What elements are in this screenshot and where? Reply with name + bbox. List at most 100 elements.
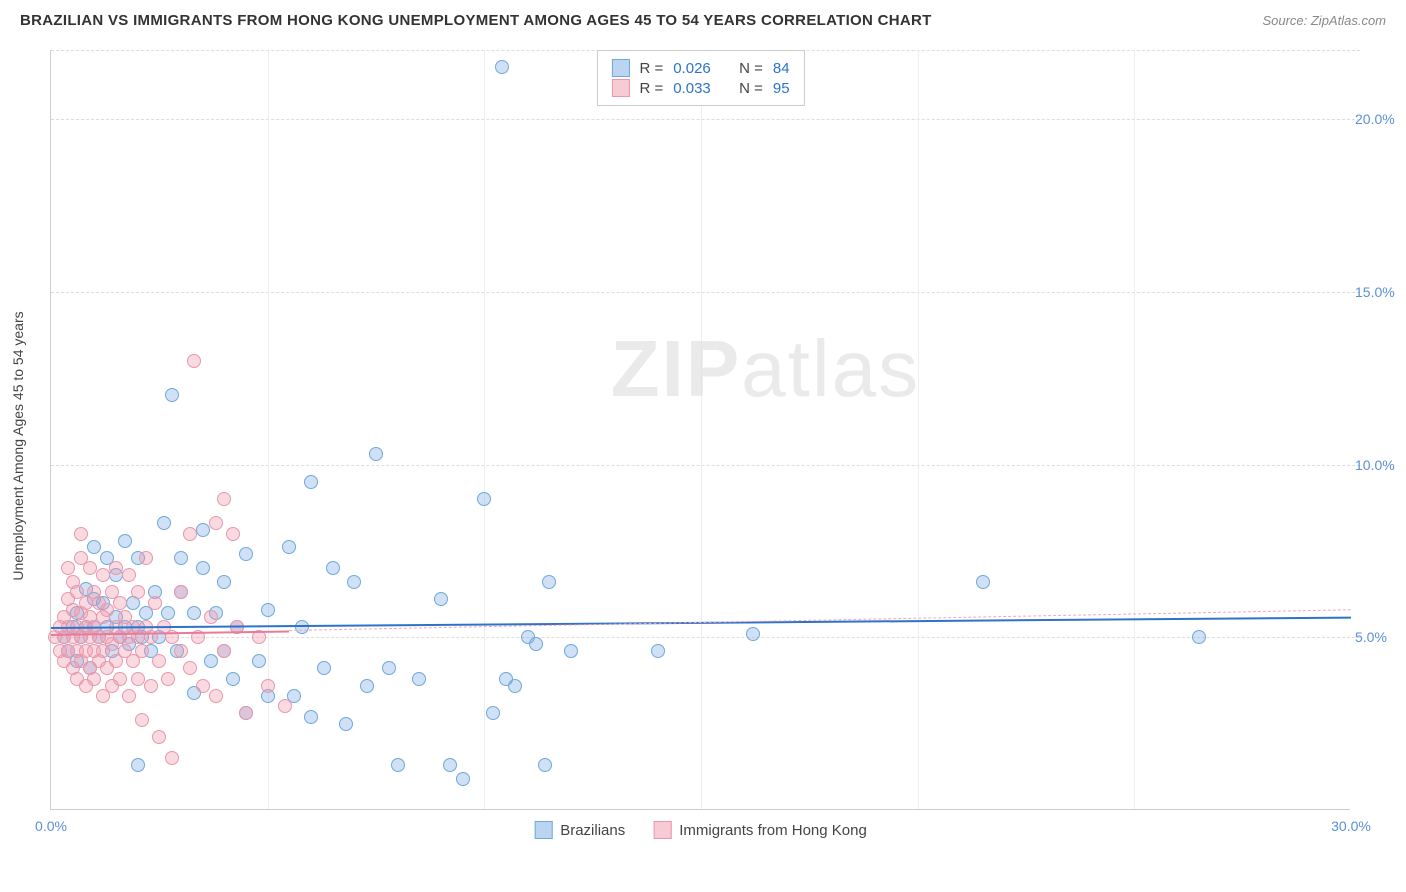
gridline-h [51, 637, 1360, 638]
legend-label: Brazilians [560, 822, 625, 839]
watermark-light: atlas [741, 324, 920, 413]
data-point [326, 561, 340, 575]
data-point [651, 644, 665, 658]
swatch-icon [653, 821, 671, 839]
swatch-icon [611, 59, 629, 77]
scatter-plot: ZIPatlas R = 0.026 N = 84 R = 0.033 N = … [50, 50, 1350, 810]
data-point [369, 447, 383, 461]
data-point [122, 689, 136, 703]
data-point [456, 772, 470, 786]
data-point [434, 592, 448, 606]
stat-r-value: 0.026 [673, 60, 711, 77]
stat-r-label: R = [639, 60, 663, 77]
data-point [412, 672, 426, 686]
data-point [152, 654, 166, 668]
watermark-bold: ZIP [611, 324, 741, 413]
data-point [529, 637, 543, 651]
data-point [196, 679, 210, 693]
data-point [564, 644, 578, 658]
data-point [204, 610, 218, 624]
data-point [174, 585, 188, 599]
trend-line [289, 610, 1351, 632]
data-point [174, 644, 188, 658]
chart-title: BRAZILIAN VS IMMIGRANTS FROM HONG KONG U… [20, 12, 932, 29]
data-point [508, 679, 522, 693]
data-point [74, 527, 88, 541]
data-point [542, 575, 556, 589]
data-point [122, 568, 136, 582]
stats-legend-box: R = 0.026 N = 84 R = 0.033 N = 95 [596, 50, 804, 106]
swatch-icon [534, 821, 552, 839]
data-point [152, 730, 166, 744]
data-point [976, 575, 990, 589]
data-point [165, 388, 179, 402]
data-point [139, 551, 153, 565]
data-point [83, 561, 97, 575]
y-tick-label: 5.0% [1355, 629, 1406, 645]
data-point [304, 710, 318, 724]
legend-label: Immigrants from Hong Kong [679, 822, 867, 839]
source-credit: Source: ZipAtlas.com [1262, 13, 1386, 28]
data-point [113, 672, 127, 686]
y-tick-label: 15.0% [1355, 284, 1406, 300]
data-point [196, 561, 210, 575]
data-point [187, 354, 201, 368]
stat-n-label: N = [739, 80, 763, 97]
data-point [161, 672, 175, 686]
data-point [157, 516, 171, 530]
data-point [187, 606, 201, 620]
gridline-h [51, 119, 1360, 120]
data-point [131, 758, 145, 772]
gridline-v [701, 50, 702, 809]
data-point [174, 551, 188, 565]
watermark: ZIPatlas [611, 323, 920, 415]
data-point [304, 475, 318, 489]
data-point [278, 699, 292, 713]
data-point [204, 654, 218, 668]
stats-row-series2: R = 0.033 N = 95 [611, 79, 789, 97]
swatch-icon [611, 79, 629, 97]
data-point [217, 492, 231, 506]
gridline-h [51, 292, 1360, 293]
data-point [144, 679, 158, 693]
data-point [118, 534, 132, 548]
data-point [226, 672, 240, 686]
data-point [443, 758, 457, 772]
data-point [746, 627, 760, 641]
data-point [135, 644, 149, 658]
data-point [165, 751, 179, 765]
data-point [382, 661, 396, 675]
stat-n-value: 95 [773, 80, 790, 97]
data-point [239, 547, 253, 561]
data-point [87, 672, 101, 686]
data-point [261, 679, 275, 693]
data-point [391, 758, 405, 772]
data-point [148, 596, 162, 610]
x-tick-label: 0.0% [35, 818, 67, 834]
stat-n-label: N = [739, 60, 763, 77]
gridline-h [51, 465, 1360, 466]
data-point [477, 492, 491, 506]
data-point [495, 60, 509, 74]
y-tick-label: 20.0% [1355, 111, 1406, 127]
stat-r-value: 0.033 [673, 80, 711, 97]
chart-header: BRAZILIAN VS IMMIGRANTS FROM HONG KONG U… [20, 12, 1386, 29]
data-point [109, 561, 123, 575]
data-point [113, 596, 127, 610]
data-point [339, 717, 353, 731]
data-point [252, 654, 266, 668]
stat-r-label: R = [639, 80, 663, 97]
gridline-v [918, 50, 919, 809]
data-point [161, 606, 175, 620]
stat-n-value: 84 [773, 60, 790, 77]
gridline-v [484, 50, 485, 809]
legend-item-2: Immigrants from Hong Kong [653, 821, 867, 839]
legend-item-1: Brazilians [534, 821, 625, 839]
data-point [100, 603, 114, 617]
data-point [196, 523, 210, 537]
data-point [96, 568, 110, 582]
data-point [217, 575, 231, 589]
bottom-legend: Brazilians Immigrants from Hong Kong [534, 821, 867, 839]
stats-row-series1: R = 0.026 N = 84 [611, 59, 789, 77]
data-point [217, 644, 231, 658]
